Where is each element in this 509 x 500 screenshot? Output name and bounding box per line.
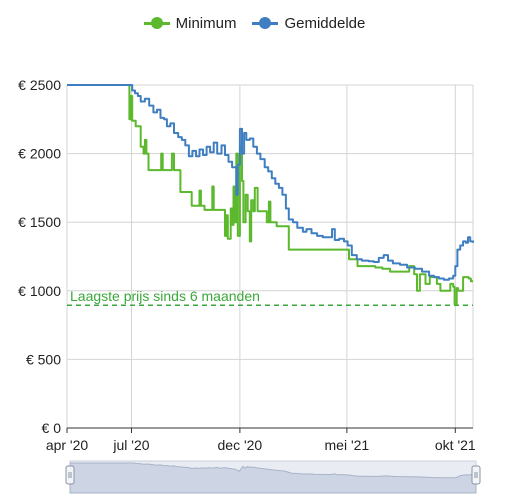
- navigator-handle-left[interactable]: [65, 465, 75, 485]
- navigator-handle-right[interactable]: [471, 465, 481, 485]
- reference-line-label: Laagste prijs sinds 6 maanden: [70, 288, 260, 304]
- x-tick-label: jul '20: [112, 437, 149, 453]
- legend-swatch-gemiddelde: [252, 17, 279, 29]
- range-navigator[interactable]: [65, 460, 481, 494]
- legend-item-gemiddelde[interactable]: Gemiddelde: [252, 15, 365, 32]
- y-tick-label: € 0: [42, 420, 62, 436]
- x-tick-label: dec '20: [218, 437, 263, 453]
- x-axis: apr '20 jul '20 dec '20 mei '21 okt '21: [46, 428, 476, 453]
- x-tick-label: mei '21: [325, 437, 370, 453]
- y-tick-label: € 500: [26, 351, 61, 367]
- y-tick-label: € 1500: [18, 214, 61, 230]
- y-tick-label: € 2500: [18, 77, 61, 93]
- legend-item-minimum[interactable]: Minimum: [143, 14, 237, 32]
- legend-label-gemiddelde: Gemiddelde: [284, 14, 366, 32]
- x-tick-label: apr '20: [46, 437, 89, 453]
- legend-swatch-minimum: [143, 17, 170, 29]
- chart-legend: Minimum Gemiddelde: [0, 10, 509, 36]
- series-line-gemiddelde: [67, 84, 474, 281]
- legend-label-minimum: Minimum: [175, 14, 237, 32]
- y-tick-label: € 2000: [18, 146, 61, 162]
- series-line-minimum: [67, 84, 473, 306]
- navigator-series: [69, 462, 477, 494]
- x-tick-label: okt '21: [435, 437, 476, 453]
- y-tick-label: € 1000: [18, 283, 61, 299]
- y-axis: € 0 € 500 € 1000 € 1500 € 2000 € 2500: [18, 77, 61, 436]
- gridlines: [66, 84, 474, 429]
